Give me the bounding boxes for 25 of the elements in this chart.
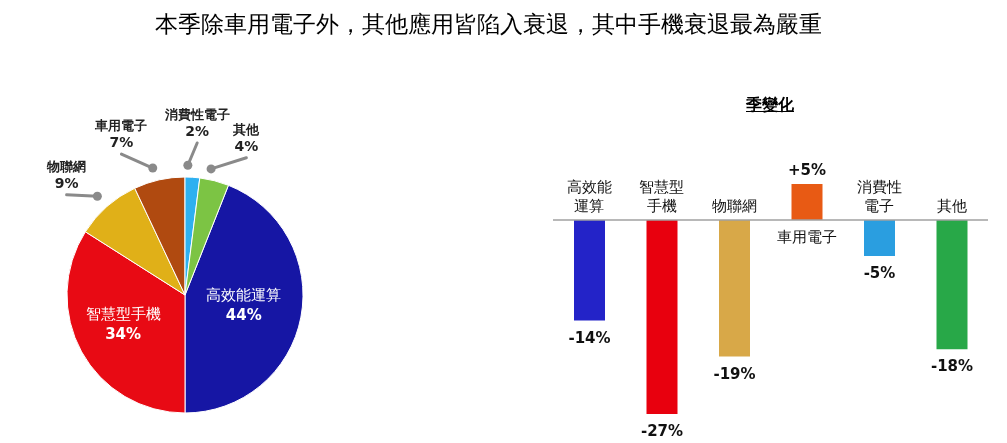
slice-label: 其他 — [232, 121, 261, 137]
x-tick-label: 高效能運算 — [566, 177, 612, 215]
data-label: 9% — [54, 174, 79, 191]
data-label: -5% — [863, 263, 896, 282]
data-label: 34% — [105, 325, 142, 344]
data-label: 2% — [185, 123, 210, 139]
x-tick-label: 智慧型手機 — [639, 177, 685, 215]
data-label: -19% — [713, 364, 756, 383]
chart-subtitle: 季變化 — [746, 95, 794, 114]
data-label: -18% — [930, 357, 974, 376]
slice-label: 物聯網 — [46, 158, 87, 174]
chart-title: 本季除車用電子外，其他應用皆陷入衰退，其中手機衰退最為嚴重 — [153, 10, 823, 39]
x-tick-label: 消費性電子 — [856, 177, 902, 215]
x-tick-label: 其他 — [936, 196, 967, 215]
slice-label: 消費性電子 — [163, 107, 230, 122]
slice-label: 車用電子 — [94, 118, 148, 134]
data-label: +5% — [787, 161, 827, 179]
data-label: -14% — [568, 328, 611, 347]
data-label: 44% — [225, 306, 262, 325]
data-label: -27% — [640, 422, 684, 440]
data-label: 4% — [234, 137, 259, 154]
x-tick-label: 物聯網 — [711, 196, 757, 215]
slice-label: 高效能運算 — [206, 286, 282, 305]
data-label: 7% — [109, 134, 134, 151]
slice-label: 智慧型手機 — [85, 305, 161, 324]
